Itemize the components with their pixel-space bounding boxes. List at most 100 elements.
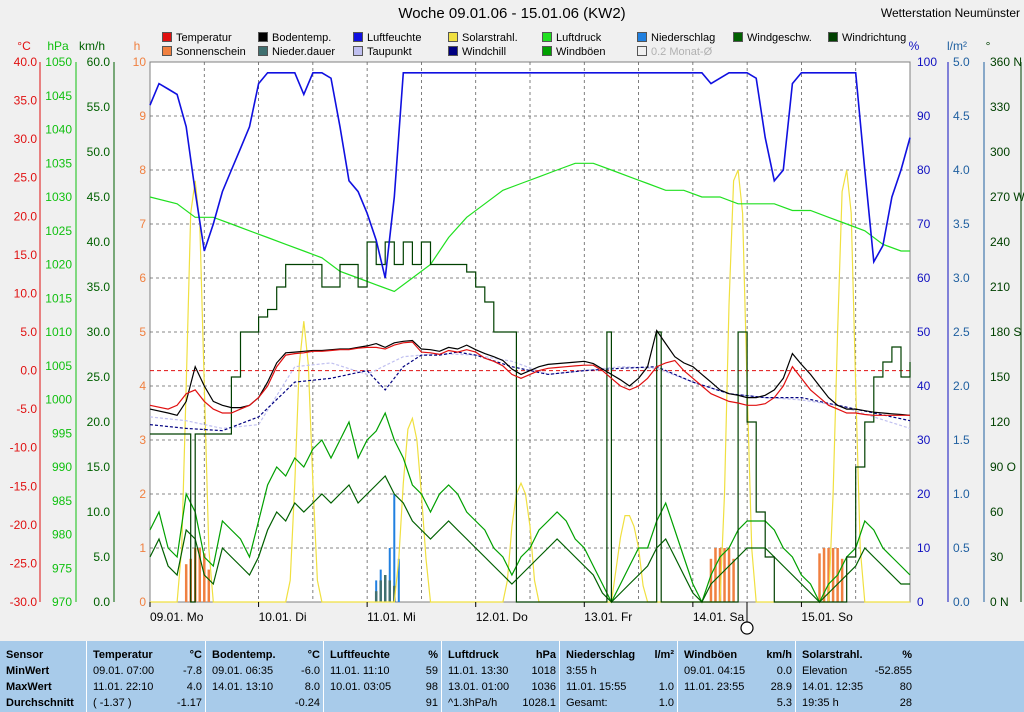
column-unit: % (902, 649, 912, 661)
column-name: Niederschlag (566, 649, 636, 661)
tick-label-wind: 35.0 (87, 280, 111, 294)
axis-unit-label: hPa (47, 39, 69, 53)
stats-cell-row: 11.01. 23:55 28.9 (684, 679, 792, 695)
tick-label-temp: 10.0 (14, 286, 38, 300)
tick-label-hum: 90 (917, 109, 931, 123)
bar-Sonnenschein (709, 558, 713, 602)
stats-cell-value: 1028.1 (522, 697, 556, 709)
legend-label: Niederschlag (651, 32, 716, 44)
row-label: Durchschnitt (6, 697, 74, 709)
stats-cell-value: -52.855 (874, 665, 912, 677)
tick-label-wind: 45.0 (87, 190, 111, 204)
tick-label-press: 1045 (45, 89, 72, 103)
stats-cell-label: 09.01. 04:15 (684, 665, 746, 677)
stats-cell-label: 13.01. 01:00 (448, 681, 510, 693)
tick-label-press: 970 (52, 595, 72, 609)
weather-chart: 40.035.030.025.020.015.010.05.00.0-5.0-1… (9, 39, 1024, 635)
day-label: 14.01. Sa (693, 610, 745, 624)
stats-cell-label: Elevation (802, 665, 848, 677)
stats-cell-label: ^1.3hPa/h (448, 697, 498, 709)
column-unit: km/h (766, 649, 792, 661)
stats-cell-label: 19:35 h (802, 697, 839, 709)
legend-item: Luftdruck (542, 31, 601, 45)
stats-column: Niederschlag l/m² 3:55 h 11.01. 15:55 1.0 Ges… (559, 641, 678, 712)
legend-label: Windgeschw. (747, 32, 812, 44)
bar-Sonnenschein (840, 558, 844, 602)
tick-label-hours: 2 (139, 487, 146, 501)
stats-cell-value: -7.8 (183, 665, 202, 677)
column-unit: °C (307, 649, 320, 661)
tick-label-temp: 25.0 (14, 171, 38, 185)
stats-column-header: Luftfeuchte% (330, 647, 438, 663)
tick-label-rain: 0.0 (953, 595, 970, 609)
stats-cell-value: 1.0 (658, 681, 674, 693)
bar-Nieder.dauer (374, 591, 378, 602)
bar-Sonnenschein (184, 564, 188, 602)
series-Windgeschw. (149, 474, 910, 604)
tick-label-wind: 60.0 (87, 55, 111, 69)
tick-label-wind: 55.0 (87, 100, 111, 114)
tick-label-dir: 300 (990, 145, 1010, 159)
row-label: MaxWert (6, 681, 52, 693)
tick-label-dir: 150 (990, 370, 1010, 384)
row-label: MinWert (6, 665, 50, 677)
tick-label-hours: 10 (133, 55, 147, 69)
stats-cell-row: 91 (330, 695, 438, 711)
bar-Sonnenschein (822, 548, 826, 602)
tick-label-press: 1000 (45, 393, 72, 407)
stats-cell-row: Elevation -52.855 (802, 663, 912, 679)
tick-label-press: 980 (52, 528, 72, 542)
tick-label-hum: 30 (917, 433, 931, 447)
tick-label-temp: 30.0 (14, 132, 38, 146)
tick-label-dir: 180 S (990, 325, 1021, 339)
axis-unit-label: ° (986, 39, 991, 53)
legend-swatch (162, 32, 172, 42)
station-name: Wetterstation Neumünster (880, 6, 1020, 20)
tick-label-dir: 60 (990, 505, 1004, 519)
legend-label: Luftdruck (556, 32, 602, 44)
column-name: Solarstrahl. (802, 649, 863, 661)
day-label: 09.01. Mo (150, 610, 204, 624)
tick-label-hum: 80 (917, 163, 931, 177)
bar-Sonnenschein (198, 548, 202, 602)
axis-unit-label: km/h (79, 39, 105, 53)
day-label: 10.01. Di (259, 610, 307, 624)
tick-label-press: 985 (52, 494, 72, 508)
tick-label-hours: 8 (139, 163, 146, 177)
series-Temperatur (149, 341, 910, 416)
tick-label-hours: 1 (139, 541, 146, 555)
stats-column-header: Solarstrahl.% (802, 647, 912, 663)
tick-label-hum: 10 (917, 541, 931, 555)
stats-cell-value: 8.0 (304, 681, 320, 693)
bar-Sonnenschein (207, 569, 211, 602)
stats-cell-label: ( -1.37 ) (93, 697, 132, 709)
stats-cell-value: 5.3 (776, 697, 792, 709)
tick-label-hum: 70 (917, 217, 931, 231)
stats-column: Solarstrahl.% Elevation -52.855 14.01. 12:3… (795, 641, 916, 712)
axis-unit-label: °C (17, 39, 31, 53)
stats-cell-row: 19:35 h 28 (802, 695, 912, 711)
tick-label-wind: 50.0 (87, 145, 111, 159)
stats-cell-row: 09.01. 04:15 0.0 (684, 663, 792, 679)
stats-cell-value: 59 (425, 665, 438, 677)
tick-label-press: 1015 (45, 291, 72, 305)
column-name: Luftfeuchte (330, 649, 390, 661)
series-lines (149, 72, 911, 604)
column-name: Luftdruck (448, 649, 499, 661)
legend-label: Taupunkt (367, 46, 412, 58)
stats-column: Luftfeuchte% 11.01. 11:10 59 10.01. 03:05 98… (323, 641, 442, 712)
tick-label-rain: 4.0 (953, 163, 970, 177)
stats-cell-label: 09.01. 07:00 (93, 665, 155, 677)
legend-item: Niederschlag (637, 31, 715, 45)
legend-item: Windböen (542, 45, 606, 59)
tick-label-press: 1040 (45, 123, 72, 137)
day-label: 12.01. Do (476, 610, 528, 624)
legend-swatch (637, 32, 647, 42)
stats-cell-row: 09.01. 06:35 -6.0 (212, 663, 320, 679)
tick-label-temp: -25.0 (10, 556, 38, 570)
legend-label: Bodentemp. (272, 32, 332, 44)
bar-Niederschlag (393, 494, 396, 602)
stats-table: Sensor MinWert MaxWert Durchschnitt Temp… (0, 641, 1024, 712)
legend-label: Sonnenschein (176, 46, 246, 58)
bar-Sonnenschein (714, 548, 717, 602)
